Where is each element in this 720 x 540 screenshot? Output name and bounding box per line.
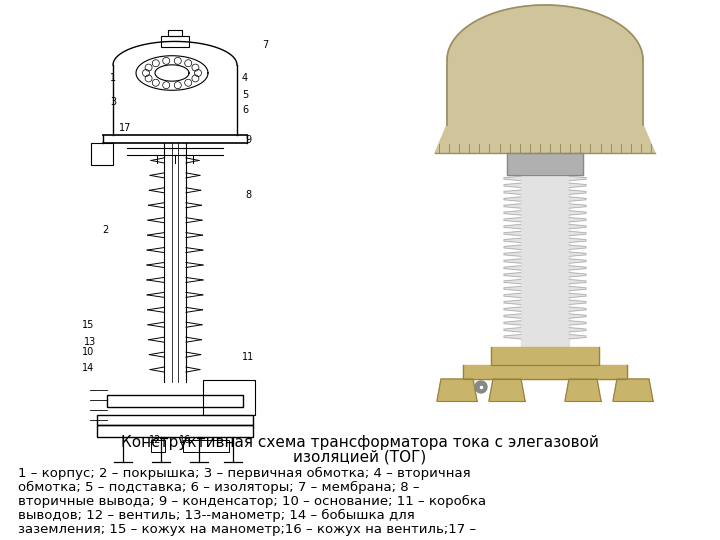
Text: 6: 6 <box>242 105 248 115</box>
Polygon shape <box>435 125 655 153</box>
Polygon shape <box>569 328 586 332</box>
Text: 13: 13 <box>84 337 96 347</box>
Polygon shape <box>489 379 525 401</box>
Polygon shape <box>504 293 521 298</box>
Bar <box>183 440 229 452</box>
Polygon shape <box>569 204 586 208</box>
Polygon shape <box>437 379 477 401</box>
Polygon shape <box>565 379 601 401</box>
Polygon shape <box>507 153 583 175</box>
Polygon shape <box>504 190 521 194</box>
Text: 4: 4 <box>242 73 248 83</box>
Text: обмотка; 5 – подставка; 6 – изоляторы; 7 – мембрана; 8 –: обмотка; 5 – подставка; 6 – изоляторы; 7… <box>18 481 420 494</box>
Text: 9: 9 <box>245 135 251 145</box>
Text: 11: 11 <box>242 352 254 362</box>
Polygon shape <box>569 190 586 194</box>
Polygon shape <box>521 175 569 347</box>
Text: 1: 1 <box>110 73 116 83</box>
Polygon shape <box>504 252 521 256</box>
Text: 7: 7 <box>262 40 268 50</box>
Bar <box>151 440 165 452</box>
Polygon shape <box>569 307 586 312</box>
Polygon shape <box>569 279 586 284</box>
Text: 1 – корпус; 2 – покрышка; 3 – первичная обмотка; 4 – вторичная: 1 – корпус; 2 – покрышка; 3 – первичная … <box>18 467 471 480</box>
Text: 10: 10 <box>82 347 94 357</box>
Polygon shape <box>504 266 521 270</box>
Polygon shape <box>569 231 586 235</box>
Polygon shape <box>504 211 521 215</box>
Polygon shape <box>504 321 521 325</box>
Polygon shape <box>569 183 586 187</box>
Polygon shape <box>569 211 586 215</box>
Polygon shape <box>504 176 521 181</box>
Polygon shape <box>569 225 586 229</box>
Text: 17: 17 <box>119 123 131 133</box>
Polygon shape <box>504 204 521 208</box>
Text: 16: 16 <box>179 435 191 445</box>
Polygon shape <box>569 273 586 277</box>
Polygon shape <box>504 259 521 263</box>
Polygon shape <box>569 252 586 256</box>
Bar <box>97 425 253 437</box>
Bar <box>168 30 182 36</box>
Text: 15: 15 <box>82 320 94 330</box>
Text: 14: 14 <box>82 363 94 373</box>
Polygon shape <box>504 273 521 277</box>
Polygon shape <box>569 300 586 305</box>
Bar <box>107 395 243 407</box>
Polygon shape <box>569 321 586 325</box>
Text: 3: 3 <box>110 97 116 107</box>
Polygon shape <box>569 293 586 298</box>
Polygon shape <box>504 307 521 312</box>
Polygon shape <box>447 5 643 125</box>
Bar <box>203 380 255 415</box>
Polygon shape <box>504 334 521 339</box>
Text: вторичные вывода; 9 – конденсатор; 10 – основание; 11 – коробка: вторичные вывода; 9 – конденсатор; 10 – … <box>18 495 486 508</box>
Polygon shape <box>613 379 653 401</box>
Text: заземления; 15 – кожух на манометр;16 – кожух на вентиль;17 –: заземления; 15 – кожух на манометр;16 – … <box>18 523 476 536</box>
Bar <box>161 36 189 47</box>
Polygon shape <box>491 347 599 365</box>
Polygon shape <box>504 231 521 235</box>
Text: 12: 12 <box>149 435 161 445</box>
Polygon shape <box>504 328 521 332</box>
Polygon shape <box>463 365 627 379</box>
Text: изоляцией (ТОГ): изоляцией (ТОГ) <box>293 450 427 465</box>
Polygon shape <box>569 259 586 263</box>
Text: 8: 8 <box>245 190 251 200</box>
Polygon shape <box>569 314 586 318</box>
Polygon shape <box>504 218 521 222</box>
Bar <box>97 415 253 425</box>
Polygon shape <box>504 197 521 201</box>
Text: 5: 5 <box>242 90 248 100</box>
Polygon shape <box>504 245 521 249</box>
Polygon shape <box>569 176 586 181</box>
Text: 2: 2 <box>102 225 108 235</box>
Polygon shape <box>569 218 586 222</box>
Polygon shape <box>504 225 521 229</box>
Text: выводов; 12 – вентиль; 13--манометр; 14 – бобышка для: выводов; 12 – вентиль; 13--манометр; 14 … <box>18 509 415 522</box>
Polygon shape <box>504 238 521 242</box>
Polygon shape <box>569 197 586 201</box>
Text: кожух на первичные провода: кожух на первичные провода <box>18 537 228 540</box>
Bar <box>91 143 113 165</box>
Polygon shape <box>569 245 586 249</box>
Circle shape <box>475 381 487 393</box>
Polygon shape <box>569 286 586 291</box>
Polygon shape <box>504 183 521 187</box>
Polygon shape <box>504 300 521 305</box>
Polygon shape <box>569 266 586 270</box>
Polygon shape <box>569 334 586 339</box>
Polygon shape <box>569 238 586 242</box>
Polygon shape <box>504 286 521 291</box>
Polygon shape <box>504 314 521 318</box>
Text: Конструктивная схема трансформатора тока с элегазовой: Конструктивная схема трансформатора тока… <box>121 435 599 450</box>
Polygon shape <box>504 279 521 284</box>
